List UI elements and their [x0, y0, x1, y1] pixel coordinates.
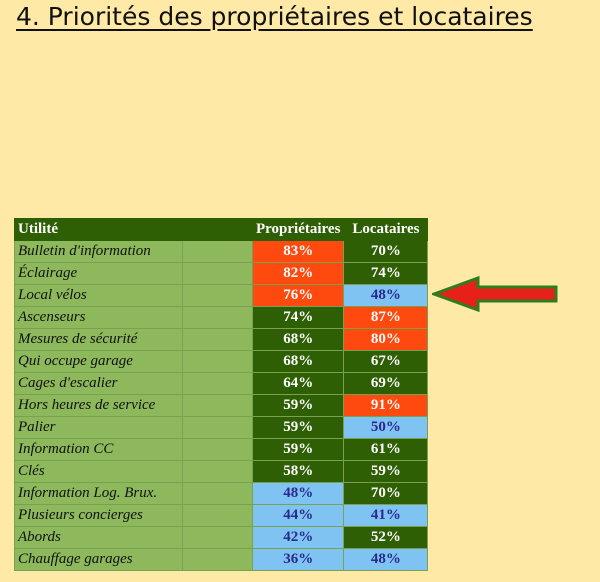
row-spacer — [182, 240, 253, 263]
table-row: Éclairage 82% 74% — [14, 262, 429, 285]
header-blank — [182, 218, 253, 241]
table-row: Information Log. Brux. 48% 70% — [14, 482, 429, 505]
tenants-value: 80% — [343, 328, 429, 351]
owners-value: 68% — [251, 328, 345, 351]
row-spacer — [182, 416, 253, 439]
row-spacer — [182, 306, 253, 329]
owners-value: 76% — [251, 284, 345, 307]
tenants-value: 91% — [343, 394, 429, 417]
table-row: Plusieurs concierges 44% 41% — [14, 504, 429, 527]
row-label: Clés — [14, 460, 183, 483]
row-label: Bulletin d'information — [14, 240, 183, 263]
row-label: Abords — [14, 526, 183, 549]
priorities-table: Utilité Propriétaires Locataires Bulleti… — [14, 218, 429, 571]
owners-value: 59% — [251, 416, 345, 439]
header-utility: Utilité — [14, 218, 183, 241]
table-row: Chauffage garages 36% 48% — [14, 548, 429, 571]
tenants-value: 48% — [343, 548, 429, 571]
tenants-value: 52% — [343, 526, 429, 549]
table-row: Hors heures de service 59% 91% — [14, 394, 429, 417]
tenants-value: 70% — [343, 240, 429, 263]
row-spacer — [182, 284, 253, 307]
table-row: Mesures de sécurité 68% 80% — [14, 328, 429, 351]
tenants-value: 87% — [343, 306, 429, 329]
row-label: Chauffage garages — [14, 548, 183, 571]
tenants-value: 59% — [343, 460, 429, 483]
row-label: Mesures de sécurité — [14, 328, 183, 351]
table-row: Abords 42% 52% — [14, 526, 429, 549]
table-row: Information CC 59% 61% — [14, 438, 429, 461]
row-spacer — [182, 548, 253, 571]
owners-value: 83% — [251, 240, 345, 263]
tenants-value: 41% — [343, 504, 429, 527]
owners-value: 59% — [251, 438, 345, 461]
table-row: Clés 58% 59% — [14, 460, 429, 483]
row-spacer — [182, 438, 253, 461]
owners-value: 42% — [251, 526, 345, 549]
row-label: Qui occupe garage — [14, 350, 183, 373]
owners-value: 58% — [251, 460, 345, 483]
row-spacer — [182, 328, 253, 351]
row-label: Information Log. Brux. — [14, 482, 183, 505]
tenants-value: 48% — [343, 284, 429, 307]
owners-value: 68% — [251, 350, 345, 373]
row-label: Plusieurs concierges — [14, 504, 183, 527]
owners-value: 64% — [251, 372, 345, 395]
row-label: Palier — [14, 416, 183, 439]
table-body: Bulletin d'information 83% 70% Éclairage 82%… — [14, 240, 429, 571]
tenants-value: 61% — [343, 438, 429, 461]
table-header-row: Utilité Propriétaires Locataires — [14, 218, 429, 241]
tenants-value: 74% — [343, 262, 429, 285]
tenants-value: 69% — [343, 372, 429, 395]
row-spacer — [182, 460, 253, 483]
row-label: Cages d'escalier — [14, 372, 183, 395]
table-row: Local vélos 76% 48% — [14, 284, 429, 307]
table-row: Cages d'escalier 64% 69% — [14, 372, 429, 395]
table-row: Palier 59% 50% — [14, 416, 429, 439]
owners-value: 48% — [251, 482, 345, 505]
owners-value: 74% — [251, 306, 345, 329]
owners-value: 44% — [251, 504, 345, 527]
row-label: Hors heures de service — [14, 394, 183, 417]
tenants-value: 50% — [343, 416, 429, 439]
owners-value: 59% — [251, 394, 345, 417]
row-label: Éclairage — [14, 262, 183, 285]
row-spacer — [182, 394, 253, 417]
owners-value: 82% — [251, 262, 345, 285]
table-row: Bulletin d'information 83% 70% — [14, 240, 429, 263]
owners-value: 36% — [251, 548, 345, 571]
row-spacer — [182, 526, 253, 549]
tenants-value: 67% — [343, 350, 429, 373]
table-row: Ascenseurs 74% 87% — [14, 306, 429, 329]
row-spacer — [182, 262, 253, 285]
row-spacer — [182, 350, 253, 373]
row-spacer — [182, 482, 253, 505]
row-label: Ascenseurs — [14, 306, 183, 329]
header-tenants: Locataires — [343, 218, 429, 241]
left-arrow-icon — [432, 276, 558, 312]
row-label: Local vélos — [14, 284, 183, 307]
header-owners: Propriétaires — [251, 218, 345, 241]
row-spacer — [182, 372, 253, 395]
row-label: Information CC — [14, 438, 183, 461]
row-spacer — [182, 504, 253, 527]
tenants-value: 70% — [343, 482, 429, 505]
table-row: Qui occupe garage 68% 67% — [14, 350, 429, 373]
page-title: 4. Priorités des propriétaires et locata… — [16, 2, 533, 31]
